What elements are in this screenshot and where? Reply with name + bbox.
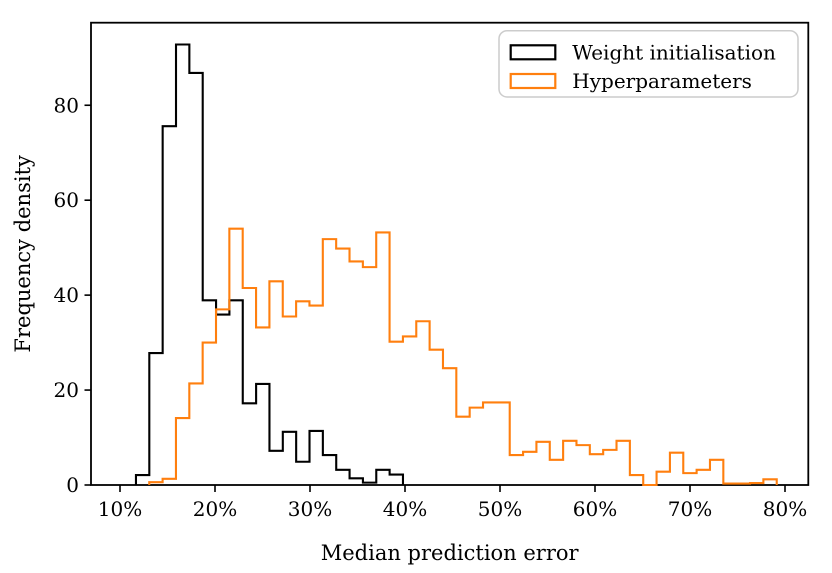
legend-box	[498, 29, 799, 98]
legend-swatch-hyperparameters	[509, 72, 557, 90]
x-tick-label: 50%	[478, 497, 522, 521]
y-tick-label: 20	[54, 378, 79, 402]
plot-border	[90, 21, 810, 486]
legend-label-hyperparameters: Hyperparameters	[572, 69, 752, 93]
series-weight-initialisation	[134, 43, 405, 485]
legend-swatch-weight-initialisation	[509, 44, 557, 61]
x-tick-label: 20%	[193, 497, 237, 521]
y-tick-label: 40	[54, 283, 79, 307]
x-tick-label: 10%	[98, 497, 142, 521]
x-tick-label: 60%	[573, 497, 617, 521]
x-tick-label: 70%	[668, 497, 712, 521]
x-axis-label: Median prediction error	[321, 541, 580, 565]
y-axis: 0 20 40 60 80	[54, 93, 91, 497]
x-tick-label: 80%	[763, 497, 807, 521]
x-tick-label: 40%	[383, 497, 427, 521]
y-tick-label: 80	[54, 93, 79, 117]
y-tick-label: 60	[54, 188, 79, 212]
legend-label-weight-initialisation: Weight initialisation	[572, 40, 776, 64]
legend: Weight initialisation Hyperparameters	[498, 29, 799, 98]
y-tick-label: 0	[66, 473, 79, 497]
y-axis-label: Frequency density	[11, 155, 35, 353]
x-axis: 10% 20% 30% 40% 50% 60% 70% 80%	[98, 485, 807, 521]
x-tick-label: 30%	[288, 497, 332, 521]
series-hyperparameters	[148, 227, 778, 487]
